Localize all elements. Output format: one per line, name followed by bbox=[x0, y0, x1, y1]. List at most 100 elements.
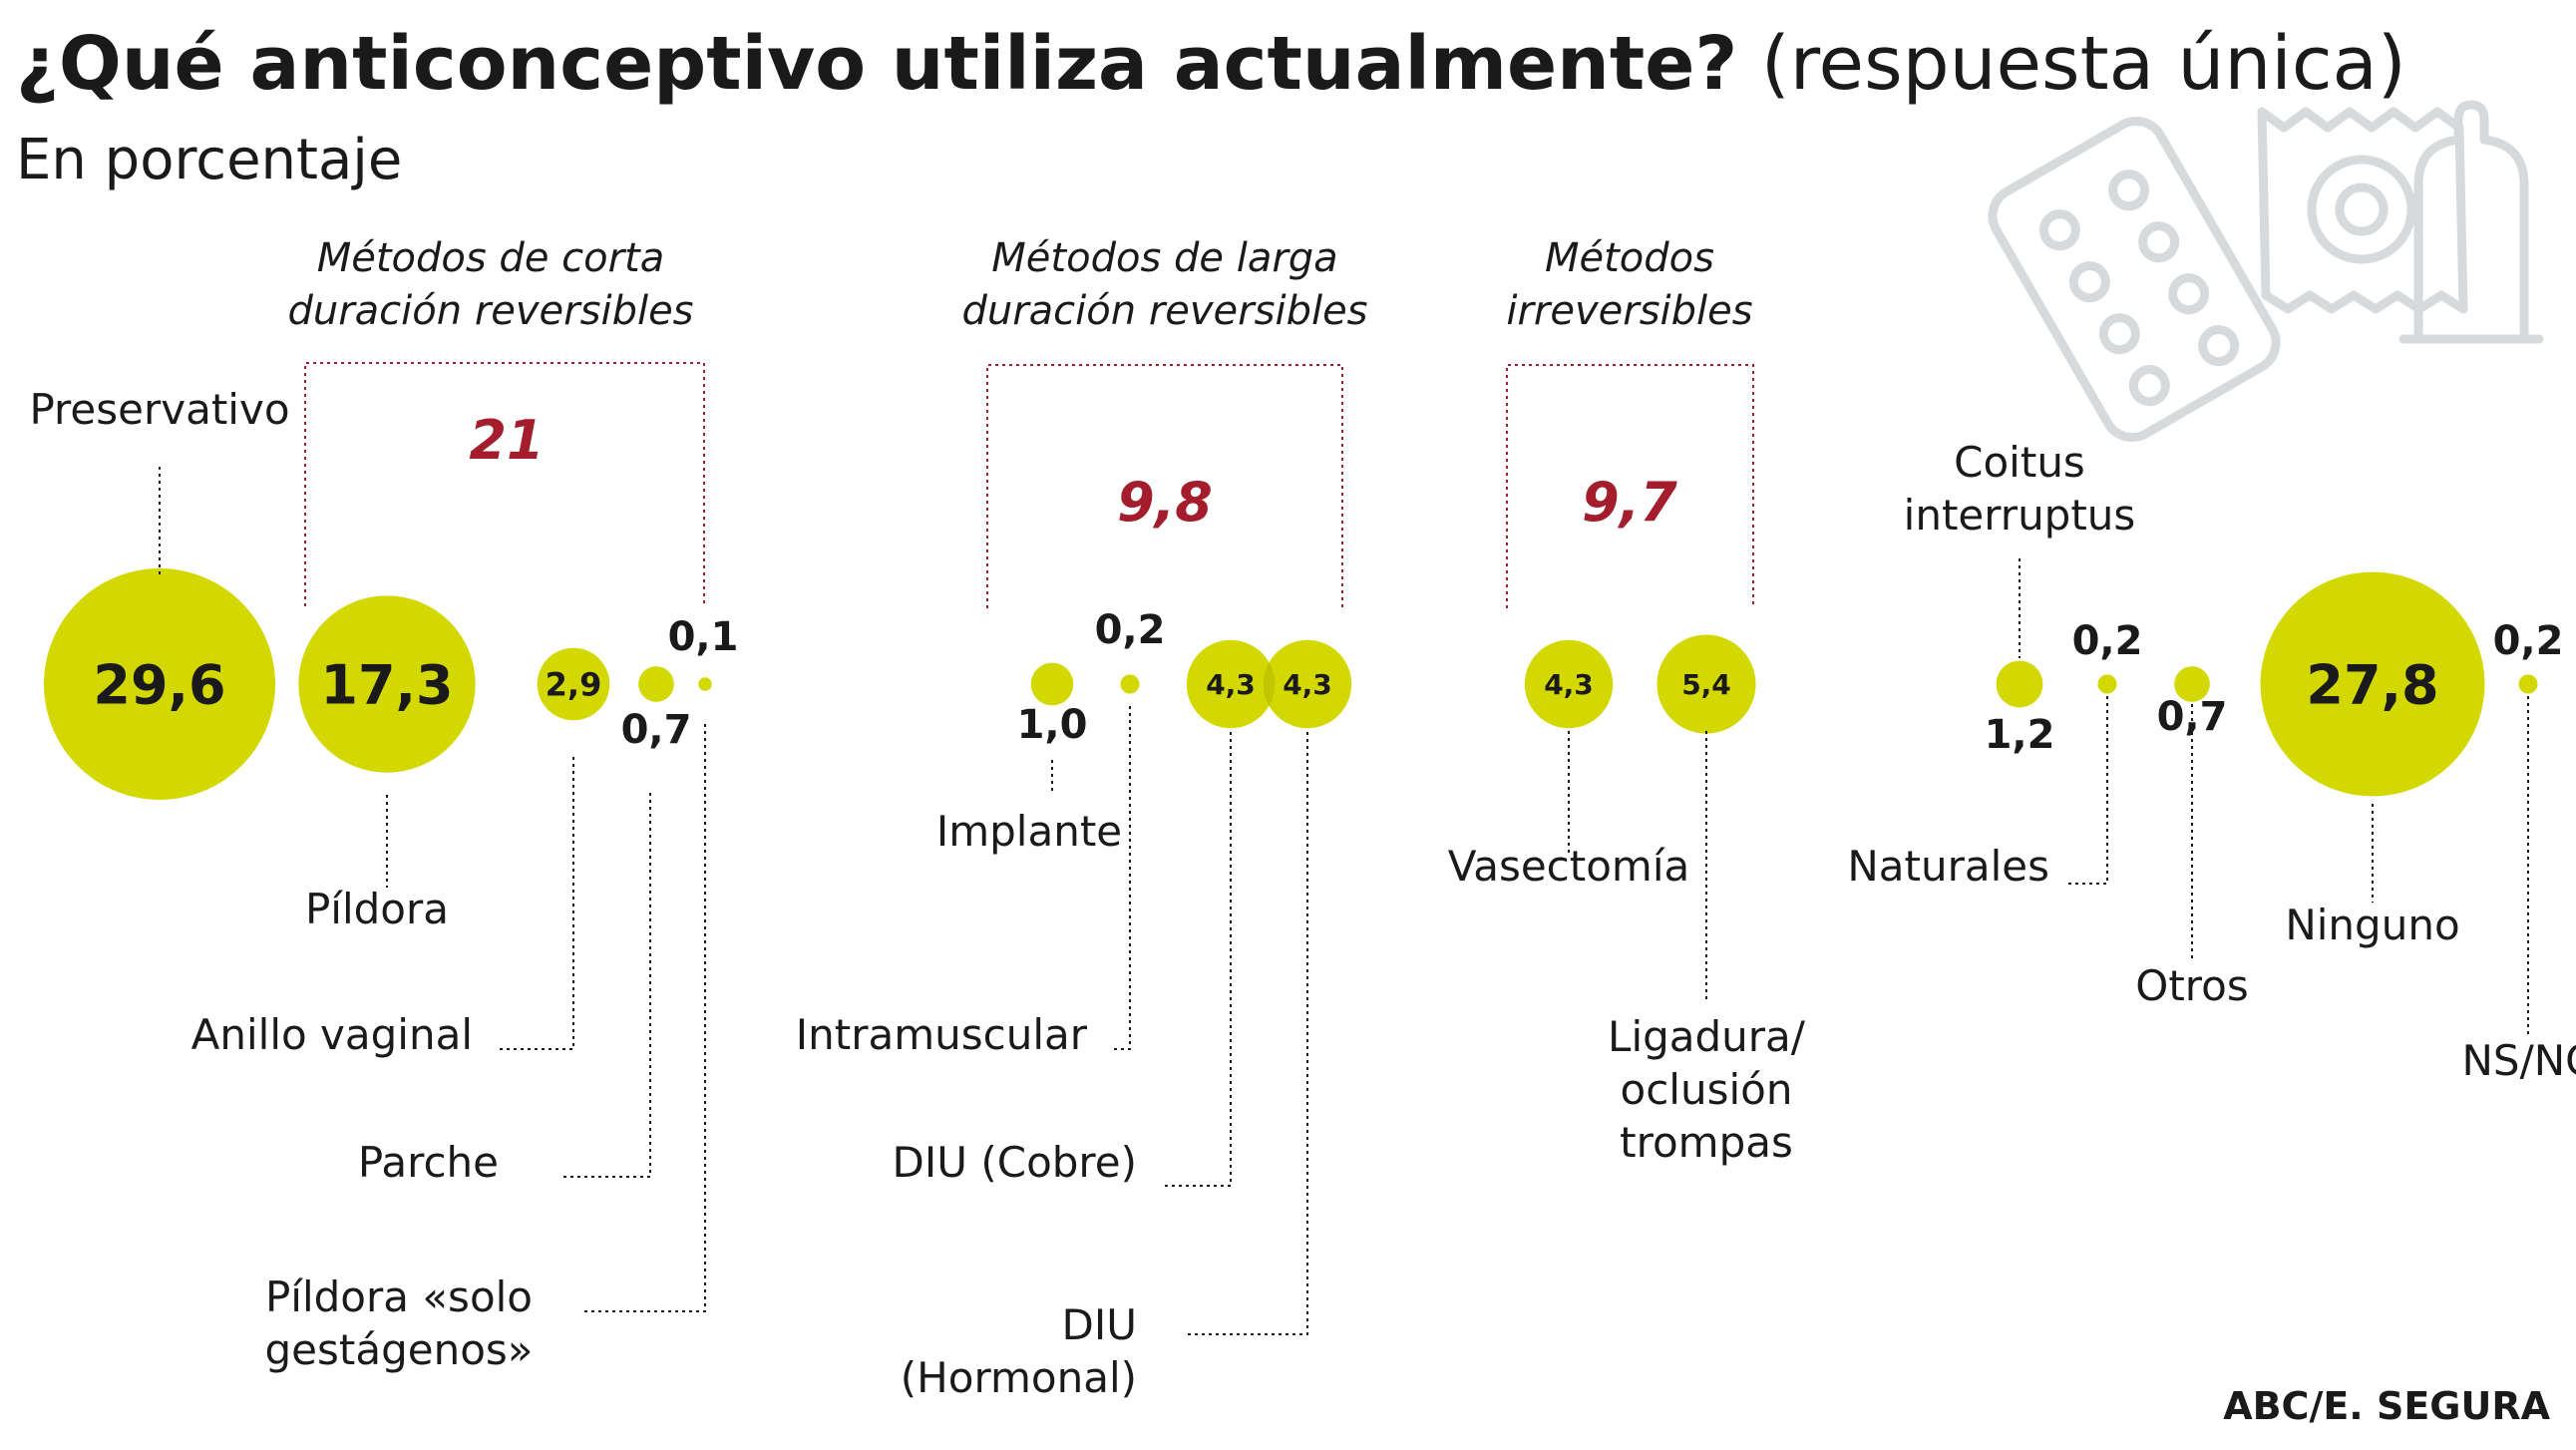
group-header-corta-line: duración reversibles bbox=[287, 288, 693, 334]
bubble-8 bbox=[1263, 639, 1352, 729]
bubble-10 bbox=[1656, 634, 1756, 734]
category-label-line: DIU bbox=[1062, 1300, 1137, 1349]
category-label: NS/NC bbox=[2462, 1036, 2576, 1085]
category-label-line: Naturales bbox=[1847, 842, 2049, 891]
group-header-corta: Métodos de corta duración reversibles bbox=[287, 235, 693, 334]
category-label-line: DIU (Cobre) bbox=[893, 1138, 1137, 1187]
title-main: ¿Qué anticonceptivo utiliza actualmente? bbox=[16, 21, 1738, 107]
category-label-line: oclusión bbox=[1621, 1065, 1793, 1114]
data-label: 17,3 bbox=[320, 653, 453, 716]
category-label: Ninguno bbox=[2285, 901, 2459, 949]
group-bracket-irrev bbox=[1506, 364, 1754, 608]
category-label-line: Ligadura/ bbox=[1608, 1012, 1806, 1061]
condom-icon bbox=[2398, 100, 2544, 344]
condom-wrapper-icon bbox=[2257, 107, 2468, 314]
category-label: Preservativo bbox=[29, 385, 289, 434]
category-label: Vasectomía bbox=[1448, 842, 1690, 891]
category-label: Ligadura/oclusión trompas bbox=[1608, 1012, 1806, 1167]
group-total-irrev: 9,7 bbox=[1582, 471, 1677, 534]
data-label: 27,8 bbox=[2306, 653, 2438, 716]
group-total-larga: 9,8 bbox=[1117, 471, 1213, 534]
category-label: Píldora «solo gestágenos» bbox=[265, 1272, 534, 1374]
bubble-13 bbox=[2174, 666, 2210, 702]
data-label: 2,9 bbox=[546, 666, 602, 704]
bubble-14 bbox=[2260, 571, 2485, 797]
data-label: 0,2 bbox=[2493, 618, 2564, 664]
bubble-5 bbox=[1030, 662, 1074, 706]
group-header-irrev-line: irreversibles bbox=[1506, 288, 1752, 334]
group-bracket-larga bbox=[986, 364, 1343, 608]
data-label: 0,7 bbox=[2157, 694, 2228, 740]
data-label: 0,1 bbox=[668, 614, 739, 660]
category-label-line: Anillo vaginal bbox=[191, 1010, 473, 1059]
category-label: Naturales bbox=[1847, 842, 2049, 891]
data-label: 4,3 bbox=[1544, 668, 1594, 701]
category-label-line: NS/NC bbox=[2462, 1036, 2576, 1085]
category-label: Parche bbox=[358, 1138, 499, 1187]
category-label-line: Intramuscular bbox=[796, 1010, 1088, 1059]
data-label: 4,3 bbox=[1206, 668, 1256, 701]
category-label-line: Vasectomía bbox=[1448, 842, 1690, 891]
group-header-corta-line: Métodos de corta bbox=[317, 235, 665, 281]
data-label: 5,4 bbox=[1681, 668, 1731, 701]
category-label: Implante bbox=[936, 807, 1122, 856]
group-total-corta: 21 bbox=[469, 409, 544, 472]
category-label-line: Implante bbox=[936, 807, 1122, 856]
category-label: Otros bbox=[2135, 961, 2248, 1010]
chart-texts: 29,6 Preservativo 17,3 Píldora 2,9 Anillo vag… bbox=[29, 235, 2576, 1402]
category-label-line: Parche bbox=[358, 1138, 499, 1187]
data-label: 0,7 bbox=[621, 707, 692, 753]
bubble-12 bbox=[2097, 674, 2117, 694]
leader-line bbox=[1187, 732, 1308, 1335]
bubble-4 bbox=[698, 677, 712, 691]
data-label: 0,2 bbox=[1095, 607, 1166, 653]
category-label-line: gestágenos» bbox=[265, 1325, 534, 1374]
contraceptives-illustration bbox=[1988, 100, 2544, 442]
leader-line bbox=[498, 757, 574, 1050]
category-label-line: Otros bbox=[2135, 961, 2248, 1010]
source-credit: ABC/E. SEGURA bbox=[2223, 1384, 2550, 1428]
bubble-11 bbox=[1996, 660, 2043, 708]
bubble-15 bbox=[2518, 674, 2538, 694]
chart-title: ¿Qué anticonceptivo utiliza actualmente?… bbox=[16, 21, 2406, 107]
data-label: 29,6 bbox=[93, 653, 225, 716]
bubble-6 bbox=[1120, 674, 1140, 694]
bubble-3 bbox=[638, 666, 674, 702]
bubble-0 bbox=[44, 568, 275, 800]
category-label: DIU (Cobre) bbox=[893, 1138, 1137, 1187]
title-note: (respuesta única) bbox=[1760, 21, 2406, 107]
category-label: Píldora bbox=[305, 885, 449, 933]
group-header-irrev-line: Métodos bbox=[1545, 235, 1714, 281]
category-label: Intramuscular bbox=[796, 1010, 1088, 1059]
data-label: 4,3 bbox=[1283, 668, 1332, 701]
category-label-line: interruptus bbox=[1904, 491, 2136, 540]
data-label: 0,2 bbox=[2072, 618, 2143, 664]
leader-lines bbox=[159, 467, 2529, 1335]
group-header-irrev: Métodos irreversibles bbox=[1506, 235, 1752, 334]
category-label-line: trompas bbox=[1620, 1118, 1793, 1167]
bubble-7 bbox=[1186, 639, 1276, 729]
category-label-line: (Hormonal) bbox=[901, 1353, 1137, 1402]
category-label-line: Preservativo bbox=[29, 385, 289, 434]
category-label-line: Coitus bbox=[1954, 438, 2085, 487]
bubble-overlap bbox=[1263, 662, 1276, 706]
bubble-2 bbox=[537, 647, 610, 721]
leader-line bbox=[563, 793, 651, 1178]
group-header-larga-line: duración reversibles bbox=[961, 288, 1367, 334]
category-label-line: Ninguno bbox=[2285, 901, 2459, 949]
category-label: Coitus interruptus bbox=[1904, 438, 2136, 540]
leader-line bbox=[1162, 732, 1232, 1187]
group-header-larga-line: Métodos de larga bbox=[991, 235, 1337, 281]
group-header-larga: Métodos de larga duración reversibles bbox=[961, 235, 1367, 334]
category-label: DIU (Hormonal) bbox=[901, 1300, 1137, 1402]
leader-line bbox=[583, 724, 706, 1312]
group-bracket-corta bbox=[304, 362, 705, 606]
chart-subtitle: En porcentaje bbox=[16, 128, 403, 192]
leader-line bbox=[1112, 706, 1131, 1050]
category-label-line: Píldora «solo bbox=[265, 1272, 533, 1321]
category-label-line: Píldora bbox=[305, 885, 449, 933]
bubble-1 bbox=[298, 595, 476, 773]
bubbles bbox=[44, 568, 2538, 800]
leader-line bbox=[2066, 696, 2108, 885]
